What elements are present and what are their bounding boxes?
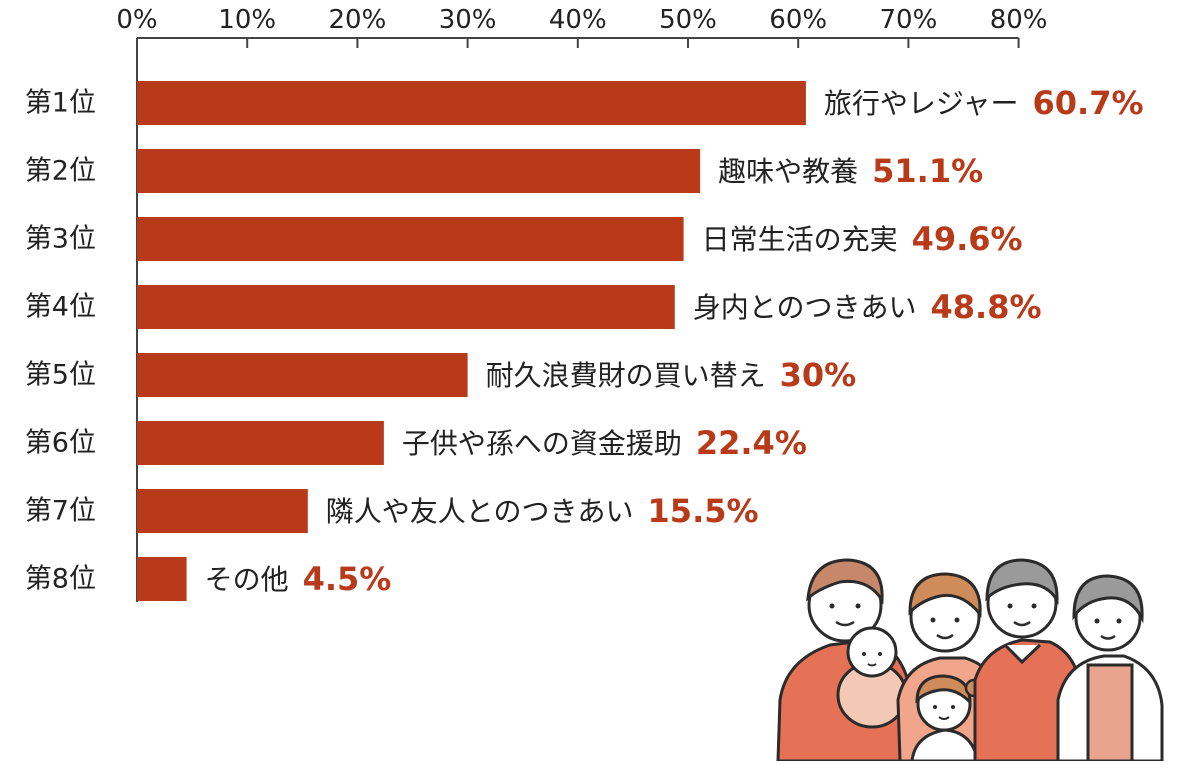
bar-annotation: 子供や孫への資金援助 22.4%: [402, 424, 807, 462]
bar: [137, 421, 384, 465]
bar: [137, 353, 468, 397]
category-label: 日常生活の充実: [702, 223, 898, 256]
x-tick-label: 10%: [218, 5, 276, 35]
rank-label: 第4位: [25, 292, 96, 323]
x-tick-label: 60%: [769, 5, 827, 35]
x-axis: 0% 10% 20% 30% 40% 50% 60% 70% 80%: [116, 5, 1047, 602]
rank-label: 第6位: [25, 428, 96, 459]
bar: [137, 217, 684, 261]
bar: [137, 149, 701, 193]
rank-label: 第3位: [25, 224, 96, 255]
value-label: 48.8%: [931, 288, 1042, 326]
grandfather-figure-icon: [973, 558, 1082, 763]
family-illustration-icon: [776, 558, 1164, 763]
bar-annotation: 耐久浪費財の買い替え 30%: [486, 356, 857, 394]
category-label: 耐久浪費財の買い替え: [486, 359, 766, 392]
value-label: 60.7%: [1033, 84, 1144, 122]
x-tick-label: 0%: [116, 5, 157, 35]
x-tick-label: 80%: [990, 5, 1048, 35]
value-label: 22.4%: [696, 424, 807, 462]
category-label: 子供や孫への資金援助: [402, 427, 682, 460]
x-tick-label: 50%: [659, 5, 717, 35]
category-label: 趣味や教養: [718, 155, 858, 188]
bars: [137, 81, 806, 601]
bar: [137, 557, 187, 601]
rank-label: 第5位: [25, 360, 96, 391]
grandmother-figure-icon: [1056, 574, 1164, 763]
value-label: 15.5%: [648, 492, 759, 530]
rank-label: 第7位: [25, 496, 96, 527]
value-label: 30%: [780, 356, 857, 394]
value-label: 51.1%: [872, 152, 983, 190]
bar: [137, 81, 806, 125]
category-label: 旅行やレジャー: [824, 87, 1019, 120]
bar-annotation: 日常生活の充実 49.6%: [702, 220, 1023, 258]
labels: 第1位 旅行やレジャー 60.7% 第2位 趣味や教養 51.1% 第3位 日常生活の充実 49…: [25, 84, 1144, 598]
bar-annotation: 旅行やレジャー 60.7%: [824, 84, 1144, 122]
x-tick-label: 70%: [880, 5, 938, 35]
category-label: その他: [205, 563, 289, 596]
x-tick-label: 20%: [329, 5, 387, 35]
x-tick-label: 40%: [549, 5, 607, 35]
bar-annotation: その他 4.5%: [205, 560, 392, 598]
value-label: 49.6%: [912, 220, 1023, 258]
bar-annotation: 隣人や友人とのつきあい 15.5%: [326, 492, 759, 530]
x-tick-label: 30%: [439, 5, 497, 35]
rank-label: 第2位: [25, 156, 96, 187]
bar: [137, 489, 308, 533]
rank-label: 第1位: [25, 88, 96, 119]
value-label: 4.5%: [303, 560, 392, 598]
rank-label: 第8位: [25, 564, 96, 595]
bar: [137, 285, 675, 329]
bar-annotation: 身内とのつきあい 48.8%: [693, 288, 1042, 326]
category-label: 身内とのつきあい: [693, 291, 917, 324]
baby-figure-icon: [836, 626, 908, 729]
category-label: 隣人や友人とのつきあい: [326, 495, 634, 528]
bar-annotation: 趣味や教養 51.1%: [718, 152, 983, 190]
